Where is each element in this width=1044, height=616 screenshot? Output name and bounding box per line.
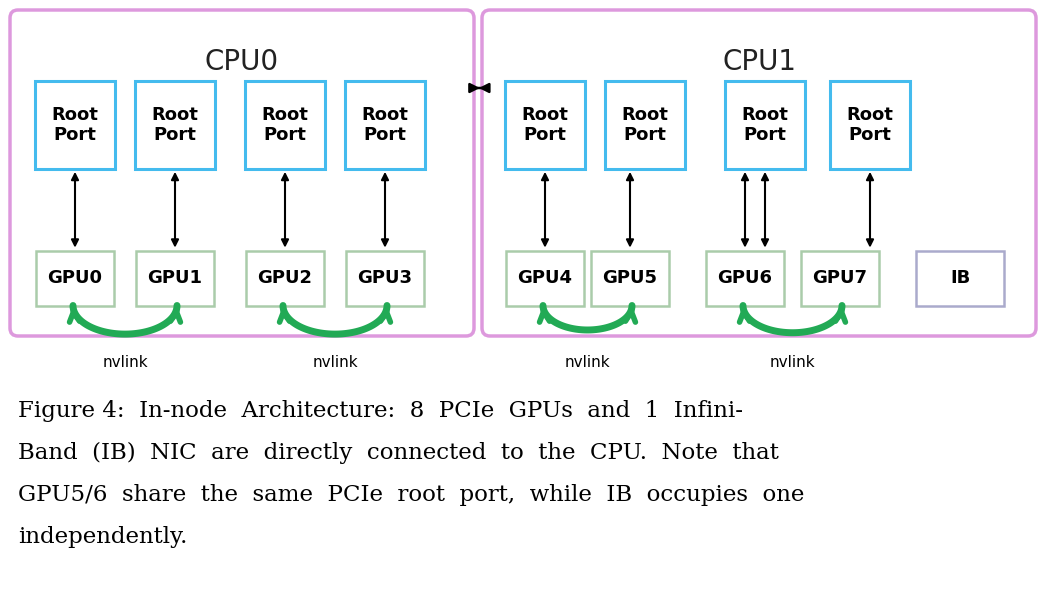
Text: GPU5/6  share  the  same  PCIe  root  port,  while  IB  occupies  one: GPU5/6 share the same PCIe root port, wh… — [18, 484, 804, 506]
Text: GPU0: GPU0 — [47, 269, 102, 287]
Bar — [345, 81, 425, 169]
FancyBboxPatch shape — [10, 10, 474, 336]
Bar — [35, 81, 115, 169]
Bar — [916, 251, 1004, 306]
Bar — [246, 251, 324, 306]
Text: GPU4: GPU4 — [518, 269, 572, 287]
Text: GPU3: GPU3 — [357, 269, 412, 287]
FancyBboxPatch shape — [482, 10, 1036, 336]
Bar — [136, 251, 214, 306]
Bar — [505, 81, 585, 169]
Bar — [606, 81, 685, 169]
Text: Band  (IB)  NIC  are  directly  connected  to  the  CPU.  Note  that: Band (IB) NIC are directly connected to … — [18, 442, 779, 464]
Bar — [591, 251, 669, 306]
Text: GPU1: GPU1 — [147, 269, 203, 287]
Text: Root
Port: Root Port — [51, 107, 98, 144]
Text: Root
Port: Root Port — [741, 107, 788, 144]
Text: GPU7: GPU7 — [812, 269, 868, 287]
Text: nvlink: nvlink — [102, 355, 148, 370]
Bar — [725, 81, 805, 169]
Bar — [135, 81, 215, 169]
Text: IB: IB — [950, 269, 970, 287]
Text: Root
Port: Root Port — [522, 107, 568, 144]
Text: nvlink: nvlink — [312, 355, 358, 370]
Bar — [245, 81, 325, 169]
Text: nvlink: nvlink — [565, 355, 611, 370]
Bar — [346, 251, 424, 306]
Bar — [35, 251, 114, 306]
Bar — [801, 251, 879, 306]
Text: independently.: independently. — [18, 526, 187, 548]
Text: GPU5: GPU5 — [602, 269, 658, 287]
Text: nvlink: nvlink — [769, 355, 815, 370]
Text: Root
Port: Root Port — [151, 107, 198, 144]
Text: Root
Port: Root Port — [262, 107, 308, 144]
Bar — [506, 251, 584, 306]
Text: CPU1: CPU1 — [722, 48, 796, 76]
Text: Root
Port: Root Port — [847, 107, 894, 144]
Bar — [706, 251, 784, 306]
Text: GPU6: GPU6 — [717, 269, 773, 287]
Text: GPU2: GPU2 — [258, 269, 312, 287]
Text: CPU0: CPU0 — [205, 48, 279, 76]
Text: Root
Port: Root Port — [361, 107, 408, 144]
Text: Root
Port: Root Port — [621, 107, 668, 144]
Text: Figure 4:  In-node  Architecture:  8  PCIe  GPUs  and  1  Infini-: Figure 4: In-node Architecture: 8 PCIe G… — [18, 400, 743, 422]
Bar — [830, 81, 910, 169]
